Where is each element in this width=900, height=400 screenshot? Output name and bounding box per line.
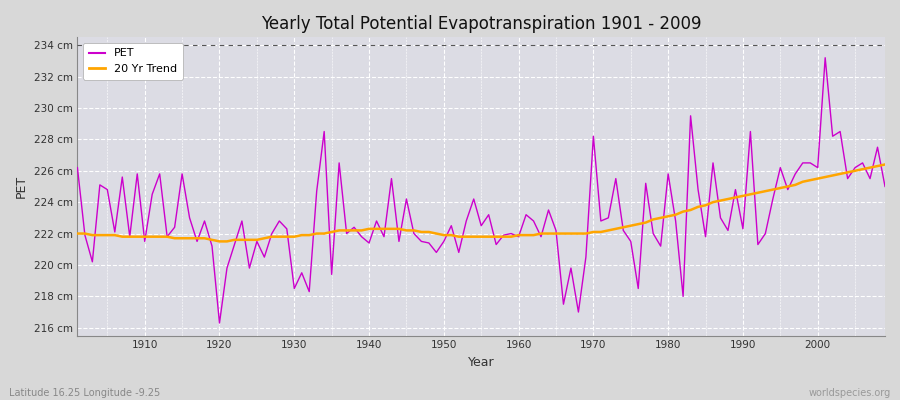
Text: Latitude 16.25 Longitude -9.25: Latitude 16.25 Longitude -9.25 — [9, 388, 160, 398]
Text: worldspecies.org: worldspecies.org — [809, 388, 891, 398]
Title: Yearly Total Potential Evapotranspiration 1901 - 2009: Yearly Total Potential Evapotranspiratio… — [261, 15, 701, 33]
Y-axis label: PET: PET — [15, 175, 28, 198]
X-axis label: Year: Year — [468, 356, 494, 369]
Legend: PET, 20 Yr Trend: PET, 20 Yr Trend — [83, 43, 183, 80]
